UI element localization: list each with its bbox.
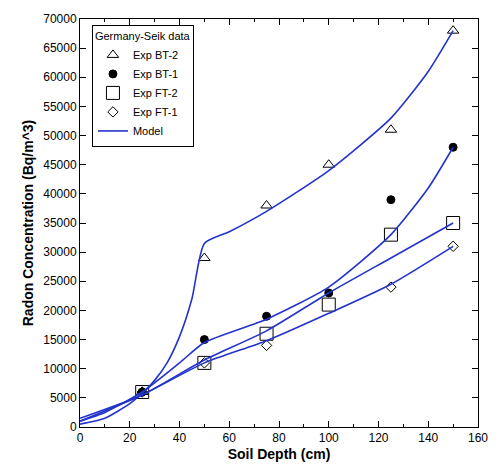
svg-text:Model: Model [133, 125, 163, 137]
svg-text:140: 140 [418, 431, 438, 445]
svg-text:Exp FT-1: Exp FT-1 [133, 106, 178, 118]
svg-text:15000: 15000 [43, 333, 77, 347]
svg-text:40000: 40000 [43, 187, 77, 201]
svg-text:160: 160 [468, 431, 488, 445]
svg-text:80: 80 [272, 431, 286, 445]
svg-text:Soil Depth (cm): Soil Depth (cm) [228, 446, 331, 462]
svg-text:60: 60 [223, 431, 237, 445]
svg-text:40: 40 [173, 431, 187, 445]
svg-text:Radon Concentration (Bq/m^3): Radon Concentration (Bq/m^3) [20, 120, 36, 327]
svg-text:Exp BT-2: Exp BT-2 [133, 49, 178, 61]
svg-text:60000: 60000 [43, 70, 77, 84]
svg-text:0: 0 [70, 420, 77, 434]
svg-text:0: 0 [77, 431, 84, 445]
svg-text:25000: 25000 [43, 274, 77, 288]
svg-text:10000: 10000 [43, 362, 77, 376]
svg-text:100: 100 [319, 431, 339, 445]
svg-text:65000: 65000 [43, 41, 77, 55]
svg-text:20: 20 [123, 431, 137, 445]
svg-text:Germany-Seik data: Germany-Seik data [95, 30, 191, 42]
svg-text:Exp FT-2: Exp FT-2 [133, 87, 178, 99]
svg-text:Exp BT-1: Exp BT-1 [133, 68, 178, 80]
svg-text:120: 120 [368, 431, 388, 445]
svg-text:45000: 45000 [43, 158, 77, 172]
svg-text:20000: 20000 [43, 304, 77, 318]
svg-text:70000: 70000 [43, 12, 77, 26]
svg-text:5000: 5000 [50, 391, 77, 405]
svg-text:50000: 50000 [43, 129, 77, 143]
svg-text:55000: 55000 [43, 100, 77, 114]
svg-text:35000: 35000 [43, 216, 77, 230]
svg-text:30000: 30000 [43, 245, 77, 259]
